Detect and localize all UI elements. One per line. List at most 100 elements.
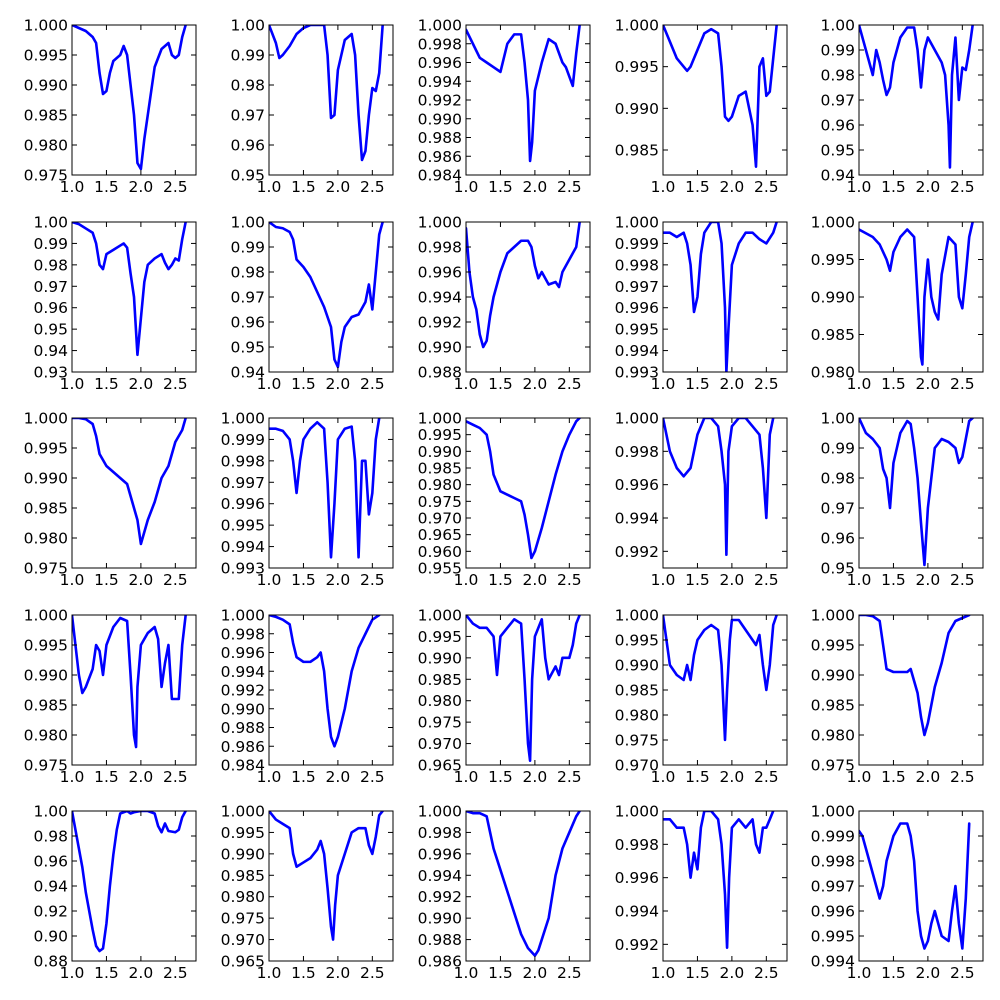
y-tick-label: 1.000 — [615, 17, 659, 35]
y-tick-label: 1.00 — [33, 214, 68, 232]
subplot-22: 1.0 1.5 2.0 2.5 0.965 0.970 0.975 0.980 0.985 0.9… — [221, 803, 394, 982]
subplot-19: 1.0 1.5 2.0 2.5 0.970 0.975 0.980 0.985 0.990 0.9… — [615, 607, 788, 786]
series-line-1 — [466, 418, 581, 560]
x-tick-label: 1.5 — [881, 768, 906, 786]
y-tick-label: 0.996 — [418, 54, 462, 72]
x-tick-label: 1.0 — [651, 178, 676, 196]
x-tick-label: 1.5 — [94, 571, 119, 589]
y-tick-label: 0.980 — [24, 137, 68, 155]
y-tick-label: 0.980 — [24, 530, 68, 548]
x-tick-label: 2.0 — [916, 571, 941, 589]
y-tick-label: 0.990 — [615, 657, 659, 675]
y-tick-label: 0.998 — [615, 836, 659, 854]
y-tick-label: 0.99 — [230, 239, 265, 257]
y-tick-label: 1.000 — [24, 410, 68, 428]
x-tick-label: 1.0 — [651, 571, 676, 589]
y-tick-label: 0.990 — [811, 667, 855, 685]
x-tick-label: 2.0 — [129, 571, 154, 589]
y-tick-label: 0.965 — [418, 526, 462, 544]
y-tick-label: 1.000 — [418, 214, 462, 232]
y-tick-label: 0.990 — [615, 100, 659, 118]
y-tick-label: 0.92 — [33, 903, 68, 921]
y-tick-label: 1.000 — [24, 607, 68, 625]
series-line-1 — [663, 222, 778, 372]
x-tick-label: 2.0 — [523, 964, 548, 982]
y-tick-label: 1.000 — [418, 17, 462, 35]
x-tick-label: 2.5 — [950, 178, 975, 196]
y-tick-label: 0.997 — [615, 278, 659, 296]
x-tick-label: 1.5 — [881, 571, 906, 589]
x-tick-label: 1.5 — [881, 178, 906, 196]
x-tick-label: 1.5 — [291, 571, 316, 589]
plot-frame — [662, 614, 788, 766]
x-tick-label: 1.5 — [94, 375, 119, 393]
y-tick-label: 0.995 — [811, 251, 855, 269]
series-line-1 — [72, 615, 187, 749]
y-tick-label: 0.990 — [24, 77, 68, 95]
y-tick-label: 1.000 — [418, 607, 462, 625]
y-tick-label: 0.985 — [615, 682, 659, 700]
y-tick-label: 0.985 — [811, 697, 855, 715]
y-tick-label: 0.990 — [221, 700, 265, 718]
x-tick-label: 1.0 — [60, 375, 85, 393]
y-tick-label: 0.996 — [615, 299, 659, 317]
series-line-1 — [269, 418, 381, 559]
x-tick-label: 1.0 — [651, 964, 676, 982]
y-tick-label: 1.000 — [811, 803, 855, 821]
x-tick-label: 1.5 — [685, 964, 710, 982]
y-tick-label: 0.975 — [811, 757, 855, 775]
y-tick-label: 0.994 — [811, 953, 855, 971]
x-tick-label: 1.0 — [847, 964, 872, 982]
y-tick-label: 1.000 — [811, 214, 855, 232]
x-tick-label: 1.5 — [291, 375, 316, 393]
y-tick-label: 1.000 — [811, 607, 855, 625]
x-tick-label: 2.0 — [326, 375, 351, 393]
y-tick-label: 0.996 — [615, 869, 659, 887]
plot-frame — [858, 417, 984, 569]
y-tick-label: 0.95 — [33, 321, 68, 339]
x-tick-label: 1.5 — [685, 571, 710, 589]
y-tick-label: 0.980 — [24, 727, 68, 745]
x-tick-label: 1.5 — [881, 964, 906, 982]
y-tick-label: 0.95 — [230, 339, 265, 357]
x-tick-label: 1.5 — [488, 964, 513, 982]
y-tick-label: 0.986 — [221, 738, 265, 756]
y-tick-label: 0.994 — [418, 73, 462, 91]
y-tick-label: 0.975 — [221, 910, 265, 928]
y-tick-label: 0.975 — [418, 714, 462, 732]
x-tick-label: 2.5 — [754, 571, 779, 589]
y-tick-label: 0.992 — [418, 92, 462, 110]
y-tick-label: 0.996 — [418, 264, 462, 282]
plot-frame — [465, 221, 591, 373]
x-tick-label: 1.5 — [94, 768, 119, 786]
subplot-21: 1.0 1.5 2.0 2.5 0.88 0.90 0.92 0.94 0.96 0.98 1.00 — [33, 803, 197, 982]
y-tick-label: 0.97 — [33, 278, 68, 296]
x-tick-label: 2.5 — [950, 768, 975, 786]
series-line-1 — [663, 615, 778, 742]
x-tick-label: 2.5 — [163, 964, 188, 982]
x-tick-label: 1.0 — [847, 375, 872, 393]
x-tick-label: 2.0 — [129, 964, 154, 982]
x-tick-label: 2.0 — [916, 178, 941, 196]
plot-frame — [465, 417, 591, 569]
x-tick-label: 2.0 — [523, 178, 548, 196]
x-tick-label: 1.5 — [94, 964, 119, 982]
subplot-24: 1.0 1.5 2.0 2.5 0.992 0.994 0.996 0.998 1.000 — [615, 803, 788, 982]
y-tick-label: 0.990 — [24, 667, 68, 685]
x-tick-label: 2.5 — [360, 964, 385, 982]
y-tick-label: 0.93 — [33, 364, 68, 382]
y-tick-label: 0.988 — [418, 129, 462, 147]
y-tick-label: 0.995 — [811, 928, 855, 946]
x-tick-label: 1.0 — [257, 375, 282, 393]
y-tick-label: 1.00 — [230, 17, 265, 35]
x-tick-label: 2.5 — [557, 178, 582, 196]
x-tick-label: 2.5 — [360, 375, 385, 393]
series-line-1 — [859, 418, 974, 567]
y-tick-label: 0.96 — [230, 314, 265, 332]
plot-frame — [662, 417, 788, 569]
x-tick-label: 1.0 — [454, 178, 479, 196]
y-tick-label: 0.995 — [615, 321, 659, 339]
series-line-1 — [466, 25, 581, 163]
y-tick-label: 0.94 — [820, 167, 855, 185]
y-tick-label: 0.90 — [33, 928, 68, 946]
